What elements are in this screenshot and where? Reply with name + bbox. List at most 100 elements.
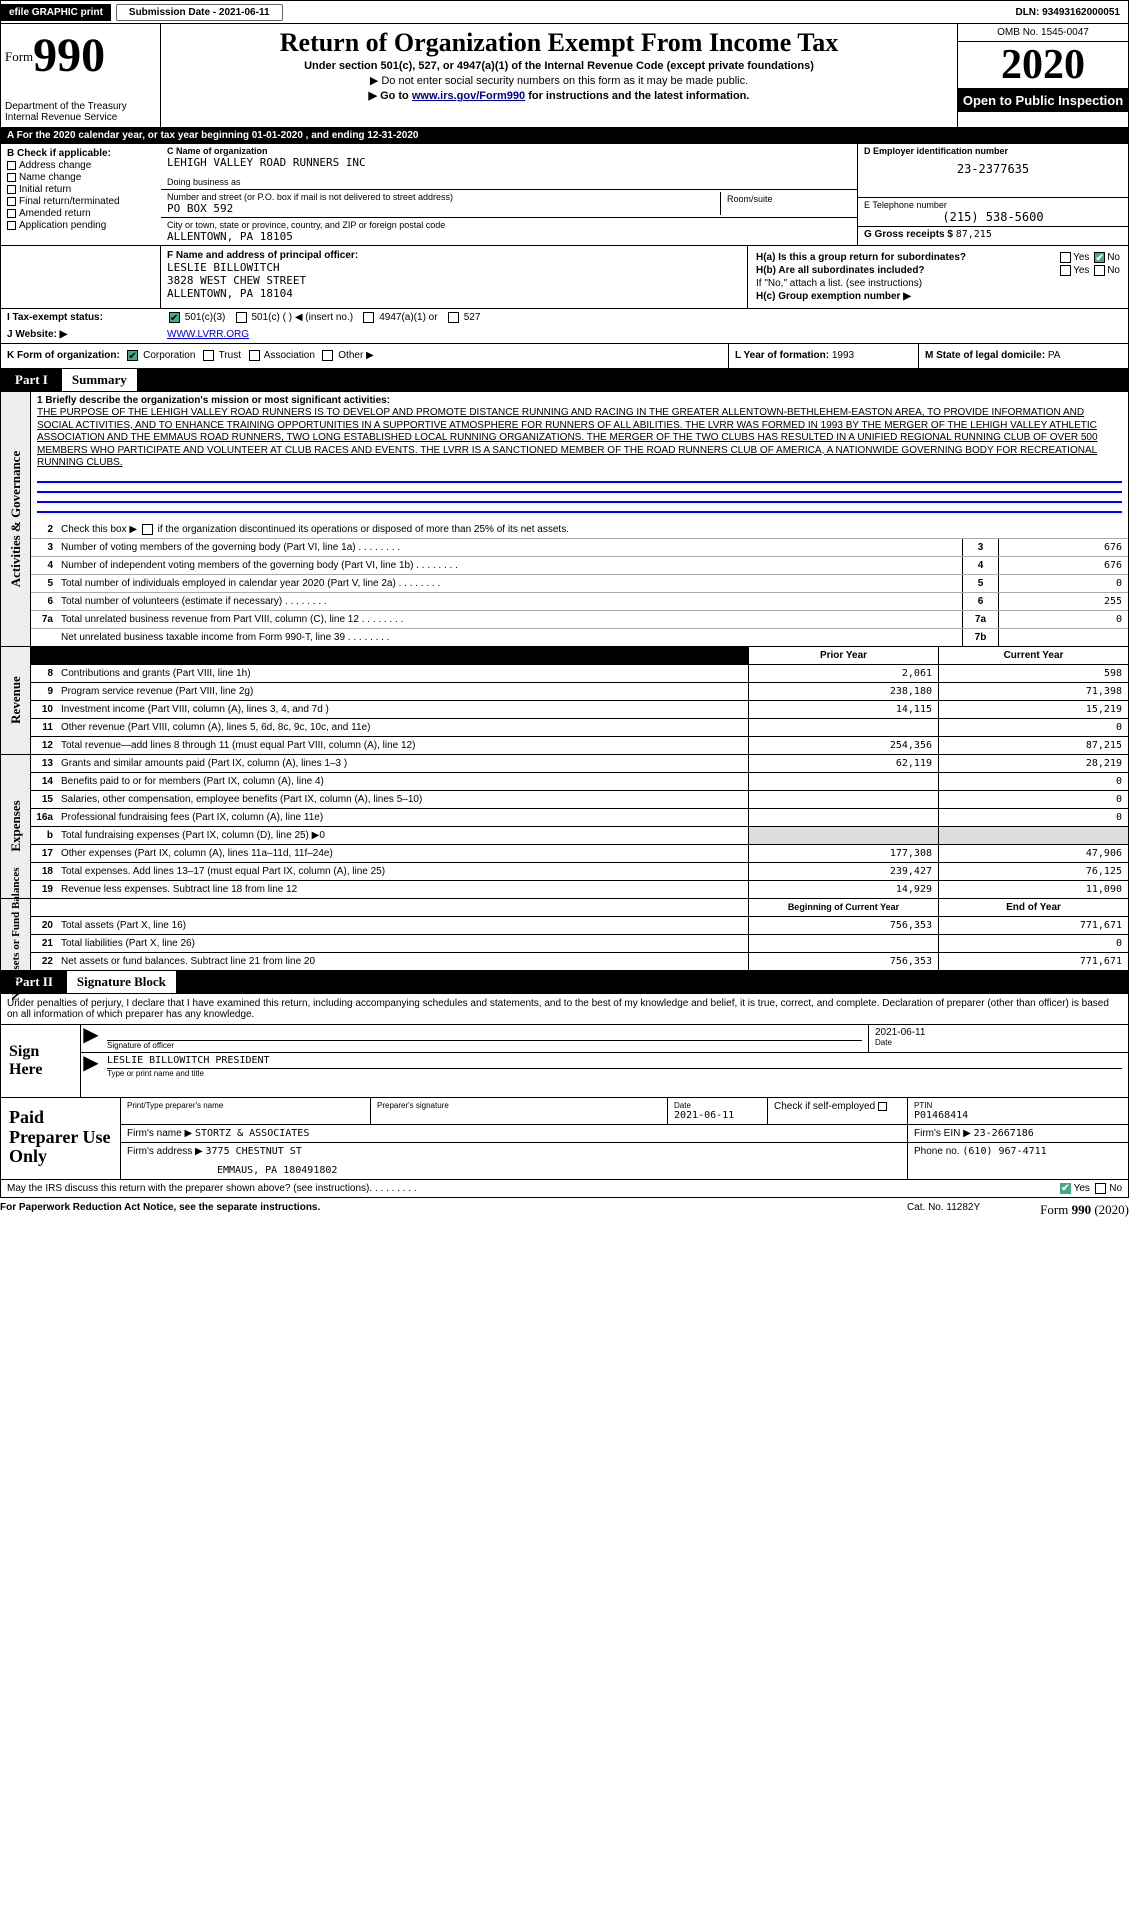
form-number: 990 — [33, 29, 105, 82]
expense-row: 16aProfessional fundraising fees (Part I… — [31, 808, 1128, 826]
firm-address-row: Firm's address ▶ 3775 CHESTNUT ST EMMAUS… — [121, 1143, 1128, 1179]
part-2-header: Part IISignature Block — [0, 971, 1129, 994]
mission-text: THE PURPOSE OF THE LEHIGH VALLEY ROAD RU… — [37, 407, 1122, 470]
expense-row: 19Revenue less expenses. Subtract line 1… — [31, 880, 1128, 898]
firm-ein: 23-2667186 — [974, 1128, 1034, 1139]
phone: (215) 538-5600 — [864, 210, 1122, 224]
header-mid: Return of Organization Exempt From Incom… — [161, 24, 958, 127]
org-address: PO BOX 592 — [167, 202, 720, 215]
header-left: Form990 Department of the Treasury Inter… — [1, 24, 161, 127]
sign-here-label: Sign Here — [1, 1025, 81, 1097]
part-1-expenses: Expenses 13Grants and similar amounts pa… — [0, 755, 1129, 899]
org-name-cell: C Name of organization LEHIGH VALLEY ROA… — [161, 144, 857, 190]
preparer-row-1: Print/Type preparer's name Preparer's si… — [121, 1098, 1128, 1125]
governance-row: 5Total number of individuals employed in… — [31, 574, 1128, 592]
section-i: I Tax-exempt status: ✔ 501(c)(3) 501(c) … — [0, 309, 1129, 326]
chk-amended-return[interactable]: Amended return — [7, 208, 155, 219]
header-right: OMB No. 1545-0047 2020 Open to Public In… — [958, 24, 1128, 127]
gross-receipts-cell: G Gross receipts $ 87,215 — [858, 227, 1128, 242]
officer-signature-cell[interactable]: Signature of officer — [101, 1025, 868, 1052]
website-link[interactable]: WWW.LVRR.ORG — [167, 329, 249, 340]
discuss-row: May the IRS discuss this return with the… — [0, 1180, 1129, 1198]
discuss-yesno[interactable]: ✔ Yes No — [1060, 1183, 1122, 1194]
part-1-revenue: Revenue Prior Year Current Year 8Contrib… — [0, 647, 1129, 755]
arrow-icon: ▶ — [81, 1053, 101, 1080]
revenue-row: 8Contributions and grants (Part VIII, li… — [31, 664, 1128, 682]
irs-link[interactable]: www.irs.gov/Form990 — [412, 90, 525, 102]
revenue-row: 11Other revenue (Part VIII, column (A), … — [31, 718, 1128, 736]
section-k[interactable]: K Form of organization: ✔ Corporation Tr… — [1, 344, 728, 367]
expense-row: 14Benefits paid to or for members (Part … — [31, 772, 1128, 790]
chk-final-return[interactable]: Final return/terminated — [7, 196, 155, 207]
chk-address-change[interactable]: Address change — [7, 160, 155, 171]
blue-rule — [37, 501, 1122, 503]
form-subtitle-1: Under section 501(c), 527, or 4947(a)(1)… — [169, 60, 949, 72]
side-expenses: Expenses — [8, 801, 24, 852]
section-b: B Check if applicable: Address change Na… — [1, 144, 161, 245]
line-2-checkbox[interactable] — [142, 524, 153, 535]
phone-cell: E Telephone number (215) 538-5600 — [858, 198, 1128, 227]
tax-year: 2020 — [958, 42, 1128, 88]
governance-row: 4Number of independent voting members of… — [31, 556, 1128, 574]
gross-receipts: 87,215 — [956, 229, 992, 240]
address-row: Number and street (or P.O. box if mail i… — [161, 190, 857, 218]
city-cell: City or town, state or province, country… — [161, 218, 857, 245]
section-f: F Name and address of principal officer:… — [161, 246, 748, 308]
ein-cell: D Employer identification number 23-2377… — [858, 144, 1128, 198]
line-a: A For the 2020 calendar year, or tax yea… — [0, 128, 1129, 144]
blue-rule — [37, 491, 1122, 493]
part-1-net-assets: Net Assets or Fund Balances Beginning of… — [0, 899, 1129, 971]
self-employed-check[interactable]: Check if self-employed — [768, 1098, 908, 1124]
hb-yesno[interactable]: Yes No — [1038, 265, 1120, 276]
mission-block: 1 Briefly describe the organization's mi… — [31, 392, 1128, 473]
ha-yesno[interactable]: Yes ✔No — [1038, 252, 1120, 263]
governance-row: 3Number of voting members of the governi… — [31, 538, 1128, 556]
chk-name-change[interactable]: Name change — [7, 172, 155, 183]
paid-preparer-section: Paid Preparer Use Only Print/Type prepar… — [0, 1098, 1129, 1180]
governance-row: 7aTotal unrelated business revenue from … — [31, 610, 1128, 628]
side-activities: Activities & Governance — [8, 450, 24, 586]
section-b-heading: B Check if applicable: — [7, 148, 155, 159]
blue-rule — [37, 511, 1122, 513]
revenue-row: 12Total revenue—add lines 8 through 11 (… — [31, 736, 1128, 754]
firm-name: STORTZ & ASSOCIATES — [195, 1128, 309, 1139]
net-assets-row: 21Total liabilities (Part X, line 26)0 — [31, 934, 1128, 952]
dept-label: Department of the Treasury Internal Reve… — [5, 101, 156, 123]
chk-initial-return[interactable]: Initial return — [7, 184, 155, 195]
omb-label: OMB No. 1545-0047 — [958, 24, 1128, 42]
signature-note: Under penalties of perjury, I declare th… — [0, 994, 1129, 1025]
page-footer: For Paperwork Reduction Act Notice, see … — [0, 1198, 1129, 1222]
expense-row: bTotal fundraising expenses (Part IX, co… — [31, 826, 1128, 844]
expense-row: 17Other expenses (Part IX, column (A), l… — [31, 844, 1128, 862]
officer-name: LESLIE BILLOWITCH — [167, 261, 741, 274]
revenue-row: 10Investment income (Part VIII, column (… — [31, 700, 1128, 718]
section-klm: K Form of organization: ✔ Corporation Tr… — [0, 344, 1129, 368]
governance-row: 6Total number of volunteers (estimate if… — [31, 592, 1128, 610]
form-header: Form990 Department of the Treasury Inter… — [0, 24, 1129, 128]
net-assets-row: 20Total assets (Part X, line 16)756,3537… — [31, 916, 1128, 934]
arrow-icon: ▶ — [81, 1025, 101, 1052]
section-j: J Website: ▶ WWW.LVRR.ORG — [0, 326, 1129, 344]
revenue-row: 9Program service revenue (Part VIII, lin… — [31, 682, 1128, 700]
public-inspection: Open to Public Inspection — [958, 88, 1128, 112]
org-city: ALLENTOWN, PA 18105 — [167, 230, 851, 243]
top-bar: efile GRAPHIC print Submission Date - 20… — [0, 0, 1129, 24]
tax-exempt-options[interactable]: ✔ 501(c)(3) 501(c) ( ) ◀ (insert no.) 49… — [161, 309, 1128, 326]
net-assets-row: 22Net assets or fund balances. Subtract … — [31, 952, 1128, 970]
expense-row: 18Total expenses. Add lines 13–17 (must … — [31, 862, 1128, 880]
part-1-header: Part ISummary — [0, 369, 1129, 392]
submission-date-button[interactable]: Submission Date - 2021-06-11 — [116, 4, 283, 21]
firm-phone: (610) 967-4711 — [962, 1146, 1046, 1157]
form-word: Form — [5, 49, 33, 64]
ein: 23-2377635 — [864, 162, 1122, 176]
org-name: LEHIGH VALLEY ROAD RUNNERS INC — [167, 156, 851, 169]
officer-name-cell: LESLIE BILLOWITCH PRESIDENT Type or prin… — [101, 1053, 1128, 1080]
efile-label: efile GRAPHIC print — [1, 4, 111, 21]
section-f-h: F Name and address of principal officer:… — [0, 246, 1129, 309]
line-2-text: Check this box ▶ if the organization dis… — [59, 521, 1128, 538]
dln-label: DLN: 93493162000051 — [1015, 7, 1128, 18]
blue-rule — [37, 481, 1122, 483]
chk-application-pending[interactable]: Application pending — [7, 220, 155, 231]
firm-name-row: Firm's name ▶ STORTZ & ASSOCIATES Firm's… — [121, 1125, 1128, 1143]
ptin: P01468414 — [914, 1110, 1122, 1121]
